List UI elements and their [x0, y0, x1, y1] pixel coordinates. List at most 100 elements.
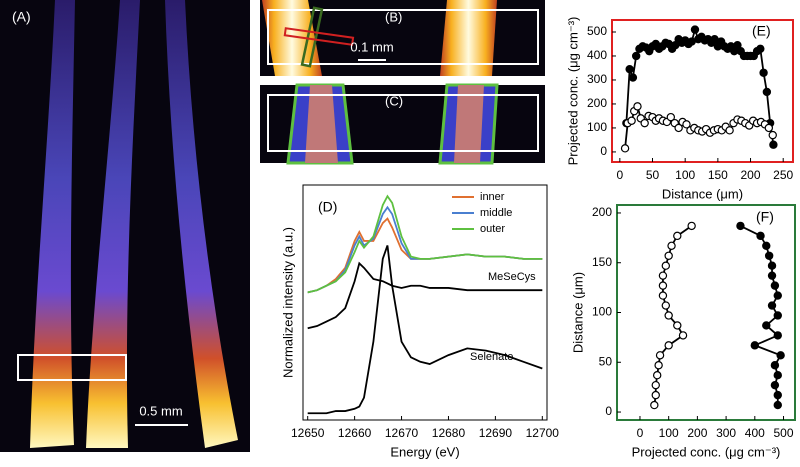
- data-point: [773, 390, 782, 400]
- y-tick-label: 100: [592, 305, 612, 319]
- root: [30, 0, 75, 448]
- x-tick-label: 12650: [291, 426, 325, 440]
- data-point: [658, 271, 668, 280]
- data-point: [690, 25, 700, 34]
- x-tick-label: 400: [745, 426, 765, 440]
- x-tick-label: 12670: [385, 426, 419, 440]
- data-point: [770, 380, 780, 390]
- data-point: [661, 261, 671, 270]
- data-point: [661, 301, 671, 310]
- data-point: [678, 331, 688, 340]
- inner-region: [454, 85, 484, 163]
- root: [165, 0, 238, 448]
- inner-region: [305, 85, 338, 163]
- legend-label: inner: [480, 191, 505, 203]
- root-section: [440, 0, 497, 76]
- data-point: [664, 341, 673, 350]
- data-point: [773, 331, 782, 340]
- x-tick-label: 200: [687, 426, 707, 440]
- data-point: [627, 116, 636, 125]
- scale-label: 0.1 mm: [350, 39, 393, 54]
- y-tick-label: 400: [587, 48, 607, 62]
- data-point: [687, 221, 696, 231]
- data-point: [652, 371, 662, 380]
- panel-label: (B): [385, 9, 402, 24]
- profile-box: [283, 27, 355, 46]
- data-point: [770, 281, 780, 290]
- x-tick-label: 100: [675, 168, 695, 182]
- series-line: [307, 261, 543, 330]
- region-box: [267, 9, 539, 65]
- data-point: [736, 221, 745, 231]
- y-tick-label: 0: [605, 404, 612, 418]
- data-point: [651, 380, 660, 390]
- data-point: [776, 351, 785, 360]
- x-tick-label: 300: [716, 426, 736, 440]
- x-axis-label: Energy (eV): [390, 444, 459, 459]
- data-point: [682, 120, 691, 129]
- data-point: [633, 102, 642, 111]
- x-tick-label: 12700: [526, 426, 560, 440]
- x-tick-label: 0: [637, 426, 644, 440]
- data-point: [769, 140, 778, 149]
- y-axis-label: Distance (μm): [570, 272, 585, 353]
- panel-label: (D): [318, 199, 337, 215]
- data-point: [773, 291, 782, 300]
- x-tick-label: 12660: [338, 426, 372, 440]
- data-point: [768, 130, 777, 140]
- plot-frame: [611, 19, 794, 163]
- data-point: [631, 51, 641, 61]
- data-point: [762, 241, 771, 251]
- x-tick-label: 50: [646, 168, 660, 182]
- root: [86, 0, 140, 448]
- x-axis-label: Distance (μm): [662, 186, 743, 201]
- panel-label: (C): [385, 93, 403, 108]
- data-point: [651, 390, 660, 400]
- data-point: [767, 301, 777, 310]
- region-box: [267, 94, 539, 152]
- panel-a: 0.5 mm (A): [0, 0, 250, 452]
- data-point: [667, 241, 676, 251]
- x-tick-label: 150: [708, 168, 728, 182]
- legend-label: outer: [480, 223, 505, 235]
- data-point: [658, 281, 668, 290]
- data-point: [674, 123, 683, 133]
- data-point: [628, 73, 638, 82]
- data-point: [664, 311, 673, 320]
- data-point: [725, 126, 734, 135]
- plot-frame: [616, 204, 796, 421]
- data-point: [664, 251, 673, 260]
- data-point: [762, 87, 772, 97]
- data-point: [625, 64, 634, 74]
- y-tick-label: 200: [592, 205, 612, 219]
- data-point: [773, 311, 782, 320]
- data-point: [750, 341, 760, 350]
- y-tick-label: 150: [592, 255, 612, 269]
- y-tick-label: 300: [587, 72, 607, 86]
- y-tick-label: 50: [599, 354, 613, 368]
- x-tick-label: 500: [774, 426, 794, 440]
- series-line: [307, 194, 543, 294]
- data-point: [759, 68, 768, 77]
- panel-label: (A): [12, 9, 31, 25]
- data-point: [773, 371, 782, 380]
- data-point: [756, 231, 765, 241]
- legend-label: middle: [480, 207, 512, 219]
- data-point: [673, 231, 682, 241]
- x-axis-label: Projected conc. (μg cm⁻³): [632, 444, 781, 459]
- y-axis-label: Projected conc. (μg cm⁻³): [565, 17, 580, 166]
- y-axis-label: Normalized intensity (a.u.): [280, 227, 295, 378]
- scale-label: 0.5 mm: [139, 403, 182, 418]
- data-point: [764, 123, 774, 133]
- panel-label: (F): [756, 209, 774, 225]
- x-tick-label: 0: [616, 168, 623, 182]
- data-point: [655, 351, 665, 360]
- profile-box: [300, 6, 324, 68]
- series-line: [307, 245, 543, 415]
- curve-label: MeSeCys: [488, 271, 536, 283]
- data-point: [658, 291, 668, 300]
- panel-c: (C): [260, 83, 545, 165]
- x-tick-label: 12680: [432, 426, 466, 440]
- data-point: [770, 361, 780, 370]
